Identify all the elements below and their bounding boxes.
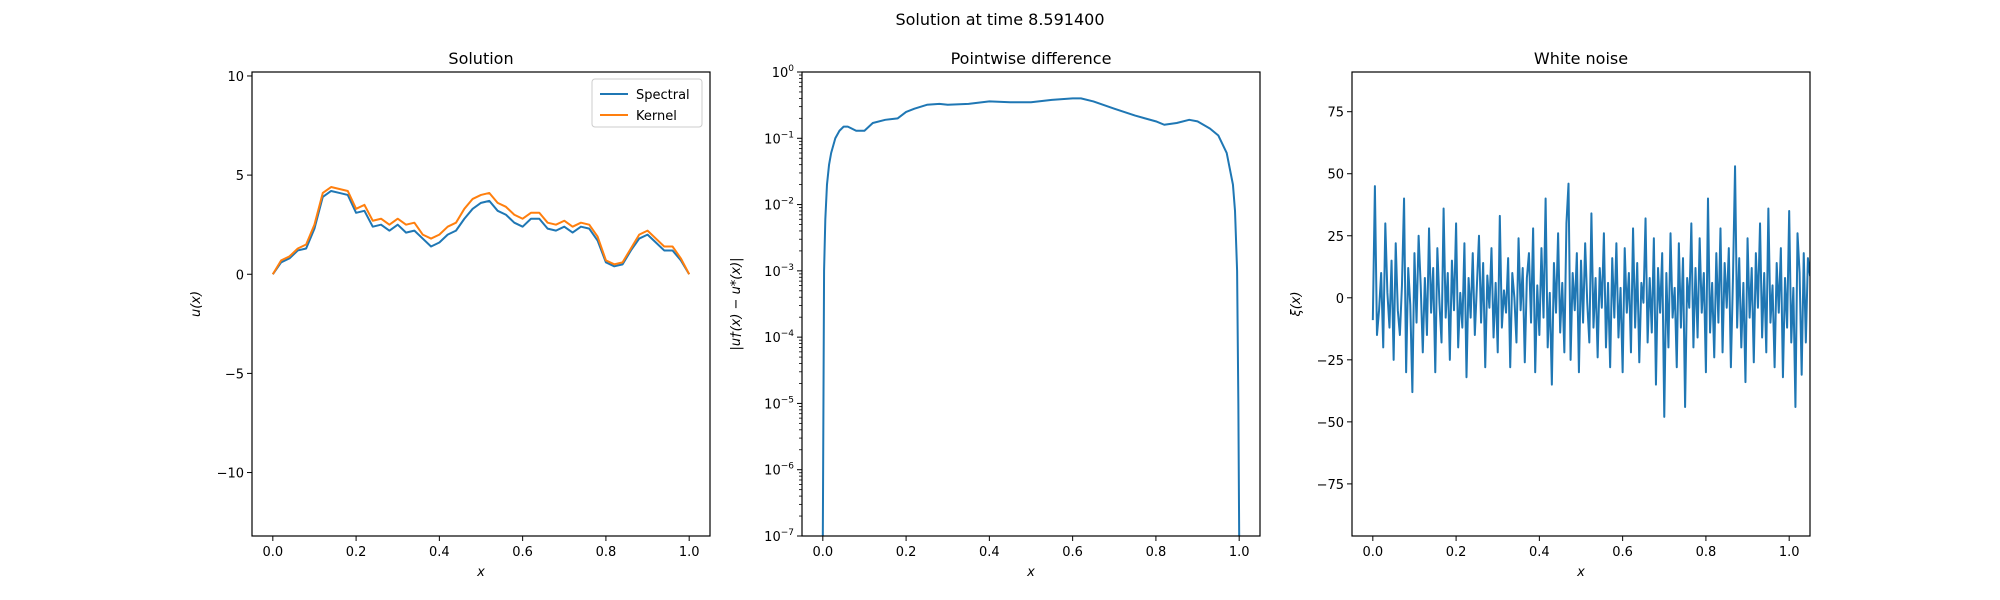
- panel-3: 0.0 0.2 0.4 0.6 0.8 1.0 −75 −50 −25 0 25 50 75 White …: [1289, 49, 1811, 580]
- x-tick-label: 0.8: [1146, 545, 1167, 560]
- plot-frame: [1351, 71, 1811, 537]
- panel-title: Pointwise difference: [951, 49, 1112, 68]
- x-tick-label: 0.2: [346, 545, 367, 560]
- plot-frame: [251, 71, 711, 537]
- series-line-1: [1371, 165, 1810, 418]
- legend: Spectral Kernel: [591, 78, 703, 128]
- x-tick-label: 0.6: [1612, 545, 1633, 560]
- x-tick-label: 0.8: [596, 545, 617, 560]
- y-tick-label: −50: [1317, 416, 1344, 431]
- y-tick-label: 10−2: [764, 197, 794, 214]
- legend-label: Spectral: [636, 88, 690, 103]
- x-tick-label: 0.0: [1362, 545, 1383, 560]
- y-tick-label: −5: [225, 367, 244, 382]
- x-tick-label: 0.6: [1062, 545, 1083, 560]
- series-line-spectral: [272, 189, 691, 275]
- y-tick-label: 25: [1327, 230, 1344, 245]
- x-tick-label: 0.2: [896, 545, 917, 560]
- y-tick-label: 10−5: [764, 395, 794, 412]
- panel-1: 0.0 0.2 0.4 0.6 0.8 1.0 −10 −5 0 5 10 Solution x u(x)…: [189, 49, 711, 580]
- x-tick-label: 1.0: [1229, 545, 1250, 560]
- panel-2: 0.0 0.2 0.4 0.6 0.8 1.0 10−7 10−6 10−5 10−4 10−3 10…: [729, 49, 1261, 580]
- legend-label: Kernel: [636, 109, 677, 124]
- series-line-kernel: [271, 186, 691, 275]
- y-tick-label: 10−1: [764, 130, 794, 147]
- x-axis-label: x: [1026, 565, 1035, 580]
- y-tick-label: 10−7: [764, 528, 794, 545]
- x-tick-label: 0.4: [1529, 545, 1550, 560]
- y-tick-label: 10−6: [764, 462, 794, 479]
- series-line-1: [821, 97, 1241, 536]
- y-axis-label: |u†(x) − u*(x)|: [729, 257, 744, 350]
- x-axis-label: x: [1576, 565, 1585, 580]
- x-tick-label: 0.0: [812, 545, 833, 560]
- x-axis-label: x: [476, 565, 485, 580]
- y-tick-label: 100: [772, 64, 795, 81]
- y-tick-label: −75: [1317, 478, 1344, 493]
- x-tick-label: 0.4: [979, 545, 1000, 560]
- figure-suptitle: Solution at time 8.591400: [895, 10, 1104, 29]
- plot-frame: [801, 71, 1261, 537]
- y-tick-label: 75: [1327, 106, 1344, 121]
- panel-title: White noise: [1534, 49, 1628, 68]
- y-tick-label: 10−4: [764, 329, 794, 346]
- y-axis-label: ξ(x): [1289, 291, 1304, 317]
- y-tick-label: 5: [236, 169, 244, 184]
- y-tick-label: −10: [217, 467, 244, 482]
- y-tick-label: −25: [1317, 354, 1344, 369]
- x-tick-label: 0.0: [262, 545, 283, 560]
- x-tick-label: 0.8: [1696, 545, 1717, 560]
- y-tick-label: 0: [1336, 292, 1344, 307]
- y-tick-label: 10−3: [764, 263, 794, 280]
- y-tick-label: 10: [227, 70, 244, 85]
- y-axis-label: u(x): [189, 291, 204, 317]
- y-tick-label: 0: [236, 268, 244, 283]
- x-tick-label: 0.2: [1446, 545, 1467, 560]
- y-tick-label: 50: [1327, 168, 1344, 183]
- panel-title: Solution: [448, 49, 513, 68]
- x-tick-label: 0.4: [429, 545, 450, 560]
- x-tick-label: 1.0: [679, 545, 700, 560]
- x-tick-label: 0.6: [512, 545, 533, 560]
- x-tick-label: 1.0: [1779, 545, 1800, 560]
